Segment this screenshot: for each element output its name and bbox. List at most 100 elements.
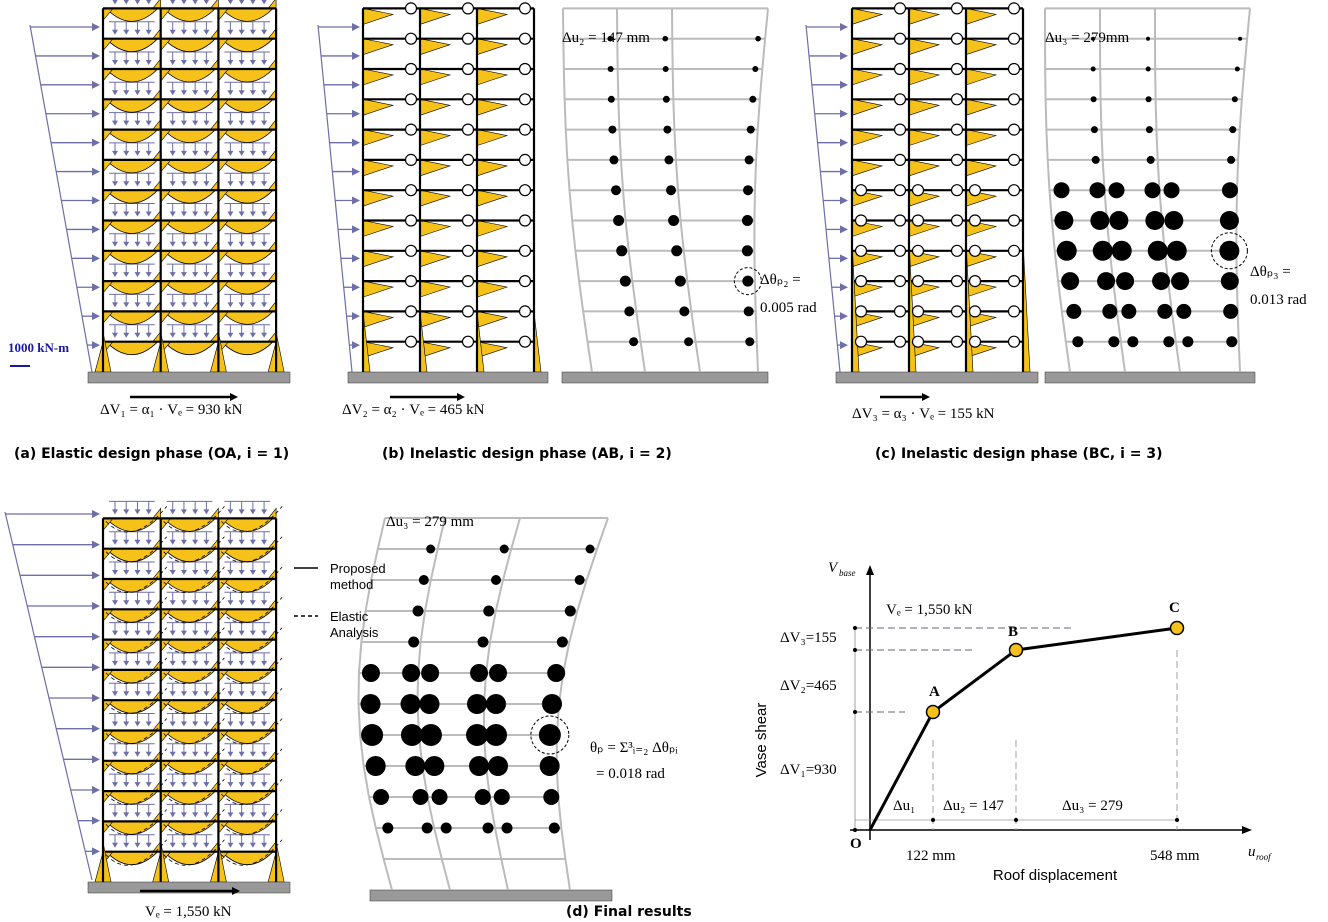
moment <box>221 69 273 82</box>
dist-head <box>181 151 187 156</box>
hinge <box>895 215 906 226</box>
dist-head <box>227 570 233 575</box>
dist-head <box>123 90 129 95</box>
moment <box>106 342 158 355</box>
moment <box>477 99 507 115</box>
moment <box>420 39 450 55</box>
rotation-value: 0.005 rad <box>760 300 817 316</box>
hinge-dot <box>401 694 421 714</box>
tick-dot <box>853 626 857 630</box>
dist-head <box>203 90 209 95</box>
arrow-head <box>92 663 100 671</box>
hinge <box>406 3 417 14</box>
moment <box>106 281 158 294</box>
dist-head <box>203 509 209 514</box>
hinge <box>520 3 531 14</box>
hinge-dot <box>1164 182 1180 198</box>
dist-head <box>261 600 267 605</box>
moment <box>909 99 939 115</box>
dist-head <box>239 60 245 65</box>
moment <box>420 130 450 146</box>
hinge <box>952 3 963 14</box>
moment <box>420 221 450 237</box>
hinge-dot <box>662 36 668 42</box>
hinge-dot <box>684 337 693 346</box>
dist-head <box>261 843 267 848</box>
hinge <box>1009 124 1020 135</box>
hinge-dot <box>1235 67 1240 72</box>
dist-head <box>112 631 118 636</box>
dist-head <box>181 843 187 848</box>
dist-head <box>227 509 233 514</box>
hinge-dot <box>611 185 621 195</box>
moment <box>477 221 507 237</box>
moment <box>106 579 158 592</box>
moment <box>909 160 939 176</box>
hinge-dot <box>483 606 494 617</box>
dist-head <box>181 212 187 217</box>
hinge-dot <box>629 337 638 346</box>
arrow-head <box>840 81 848 89</box>
hinge <box>463 245 474 256</box>
drift-label: Δu₂ = 147 mm <box>562 30 650 46</box>
hinge-dot <box>742 276 753 287</box>
moment <box>420 281 450 297</box>
arrow-head <box>840 197 848 205</box>
dist-head <box>203 782 209 787</box>
dist-head <box>261 812 267 817</box>
dist-head <box>112 0 118 4</box>
dist-head <box>192 151 198 156</box>
hinge-dot <box>749 96 756 103</box>
hinge-dot <box>745 337 754 346</box>
dist-head <box>239 272 245 277</box>
dist-head <box>146 60 152 65</box>
hinge-dot <box>1152 272 1170 290</box>
dist-head <box>261 691 267 696</box>
moment <box>221 821 273 834</box>
dist-head <box>181 600 187 605</box>
rotation-value: 0.013 rad <box>1250 292 1307 308</box>
moment <box>852 99 882 115</box>
hinge-dot <box>421 664 439 682</box>
dist-head <box>250 0 256 4</box>
dist-head <box>239 121 245 126</box>
hinge-dot <box>419 575 429 585</box>
moment <box>164 311 216 324</box>
dist-head <box>112 812 118 817</box>
moment <box>966 99 996 115</box>
dist-head <box>261 333 267 338</box>
dist-head <box>112 540 118 545</box>
dist-head <box>146 812 152 817</box>
dist-head <box>123 151 129 156</box>
hinge <box>463 64 474 75</box>
moment <box>106 609 158 622</box>
moment <box>363 281 393 297</box>
arrow-head <box>922 393 930 401</box>
dist-head <box>134 752 140 757</box>
arrow-head <box>840 312 848 320</box>
dist-head <box>192 0 198 4</box>
dist-head <box>181 782 187 787</box>
dist-head <box>227 812 233 817</box>
dist-head <box>192 661 198 666</box>
hinge-dot <box>470 664 488 682</box>
hinge-dot <box>1145 182 1161 198</box>
dist-head <box>239 333 245 338</box>
hinge-dot <box>362 664 380 682</box>
dist-head <box>170 0 176 4</box>
dist-head <box>123 333 129 338</box>
dist-head <box>239 181 245 186</box>
moment <box>909 130 939 146</box>
moment <box>164 640 216 653</box>
dist-head <box>181 60 187 65</box>
dist-head <box>203 843 209 848</box>
dist-head <box>239 302 245 307</box>
axis-symbol-sub: roof <box>1256 852 1272 862</box>
moment <box>909 8 939 24</box>
dist-head <box>203 691 209 696</box>
dist-head <box>192 752 198 757</box>
dist-head <box>250 752 256 757</box>
dist-head <box>181 722 187 727</box>
dist-head <box>227 333 233 338</box>
ground <box>88 372 290 383</box>
